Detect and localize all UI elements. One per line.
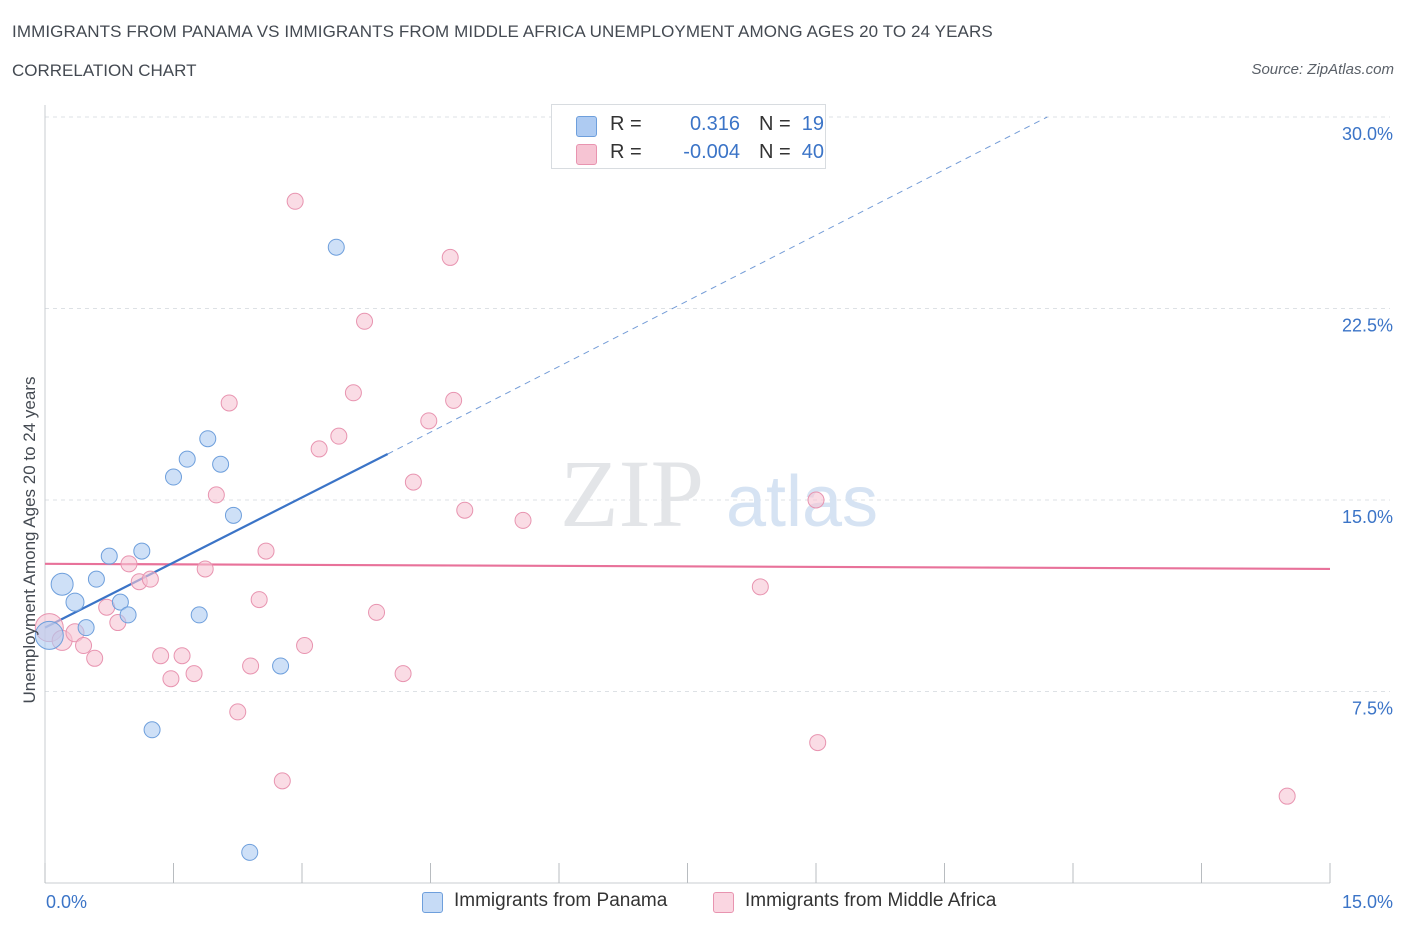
point-middle-africa: [445, 391, 463, 409]
point-panama: [87, 570, 105, 588]
legend-n-value-africa: 40: [801, 141, 824, 163]
legend-n-label: N =: [759, 113, 791, 135]
point-middle-africa: [356, 312, 374, 330]
series-swatch-panama: [422, 892, 443, 913]
point-middle-africa: [220, 394, 238, 412]
point-middle-africa: [394, 665, 412, 683]
point-middle-africa: [1278, 787, 1296, 805]
legend-swatch-panama: [576, 116, 597, 137]
point-middle-africa: [173, 647, 191, 665]
point-middle-africa: [286, 192, 304, 210]
point-middle-africa: [257, 542, 275, 560]
point-panama: [77, 619, 95, 637]
point-panama: [190, 606, 208, 624]
point-middle-africa: [141, 570, 159, 588]
point-middle-africa: [514, 511, 532, 529]
legend-swatch-africa: [576, 144, 597, 165]
x-tick-label: 15.0%: [1342, 892, 1393, 912]
point-middle-africa: [207, 486, 225, 504]
point-middle-africa: [120, 555, 138, 573]
point-middle-africa: [86, 649, 104, 667]
y-axis-label: Unemployment Among Ages 20 to 24 years: [20, 377, 39, 704]
point-panama: [65, 592, 85, 612]
legend-n-value-panama: 19: [801, 113, 824, 135]
point-middle-africa: [196, 560, 214, 578]
point-middle-africa: [310, 440, 328, 458]
point-middle-africa: [185, 665, 203, 683]
point-middle-africa: [456, 501, 474, 519]
point-middle-africa: [420, 412, 438, 430]
tick-labels: 7.5% 15.0% 22.5% 30.0% 0.0% 15.0%: [46, 124, 1393, 912]
legend-r-value-africa: -0.004: [683, 141, 740, 163]
point-middle-africa: [368, 603, 386, 621]
point-panama: [224, 506, 242, 524]
point-panama: [119, 606, 137, 624]
point-middle-africa: [162, 670, 180, 688]
point-middle-africa: [273, 772, 291, 790]
point-panama: [272, 657, 290, 675]
point-middle-africa: [152, 647, 170, 665]
point-middle-africa: [344, 384, 362, 402]
point-middle-africa: [807, 491, 825, 509]
point-middle-africa: [296, 637, 314, 655]
watermark-atlas: atlas: [726, 462, 878, 542]
trendline-panama: [44, 453, 389, 629]
point-middle-africa: [242, 657, 260, 675]
point-panama: [50, 572, 74, 596]
legend-n-label: N =: [759, 141, 791, 163]
y-axis-label-text: Unemployment Among Ages 20 to 24 years: [20, 377, 39, 704]
correlation-legend: R = 0.316 N = 19 R = -0.004 N = 40: [551, 104, 826, 169]
point-middle-africa: [404, 473, 422, 491]
source-credit: Source: ZipAtlas.com: [1251, 61, 1394, 78]
point-panama: [34, 620, 64, 650]
y-tick-label: 7.5%: [1352, 699, 1393, 719]
series-swatch-africa: [713, 892, 734, 913]
trendlines: [44, 116, 1331, 629]
legend-r-label: R =: [610, 113, 642, 135]
point-panama: [133, 542, 151, 560]
point-middle-africa: [441, 248, 459, 266]
point-panama: [212, 455, 230, 473]
y-tick-label: 22.5%: [1342, 316, 1393, 336]
watermark-zip: ZIP: [560, 440, 704, 547]
point-middle-africa: [751, 578, 769, 596]
legend-r-label: R =: [610, 141, 642, 163]
point-panama: [241, 843, 259, 861]
point-middle-africa: [75, 637, 93, 655]
trendline-middle-africa: [44, 562, 1331, 571]
series-label-panama: Immigrants from Panama: [454, 890, 668, 911]
axes: [44, 105, 1331, 884]
point-panama: [327, 238, 345, 256]
gridlines: [45, 116, 1390, 692]
point-middle-africa: [330, 427, 348, 445]
data-points: [34, 192, 1296, 861]
x-tick-label: 0.0%: [46, 892, 87, 912]
point-panama: [199, 430, 217, 448]
point-panama: [178, 450, 196, 468]
chart-subtitle: CORRELATION CHART: [12, 61, 197, 80]
chart-title: IMMIGRANTS FROM PANAMA VS IMMIGRANTS FRO…: [12, 22, 993, 41]
point-panama: [165, 468, 182, 486]
y-tick-label: 30.0%: [1342, 124, 1393, 144]
trendline-panama-extension: [387, 116, 1048, 455]
watermark: ZIP atlas: [560, 440, 878, 547]
point-panama: [111, 593, 129, 611]
legend-r-value-panama: 0.316: [689, 113, 740, 135]
y-tick-label: 15.0%: [1342, 507, 1393, 527]
point-panama: [143, 721, 161, 739]
point-middle-africa: [229, 703, 247, 721]
point-middle-africa: [250, 591, 268, 609]
point-middle-africa: [809, 734, 827, 752]
point-panama: [100, 547, 118, 565]
series-label-africa: Immigrants from Middle Africa: [745, 890, 997, 911]
